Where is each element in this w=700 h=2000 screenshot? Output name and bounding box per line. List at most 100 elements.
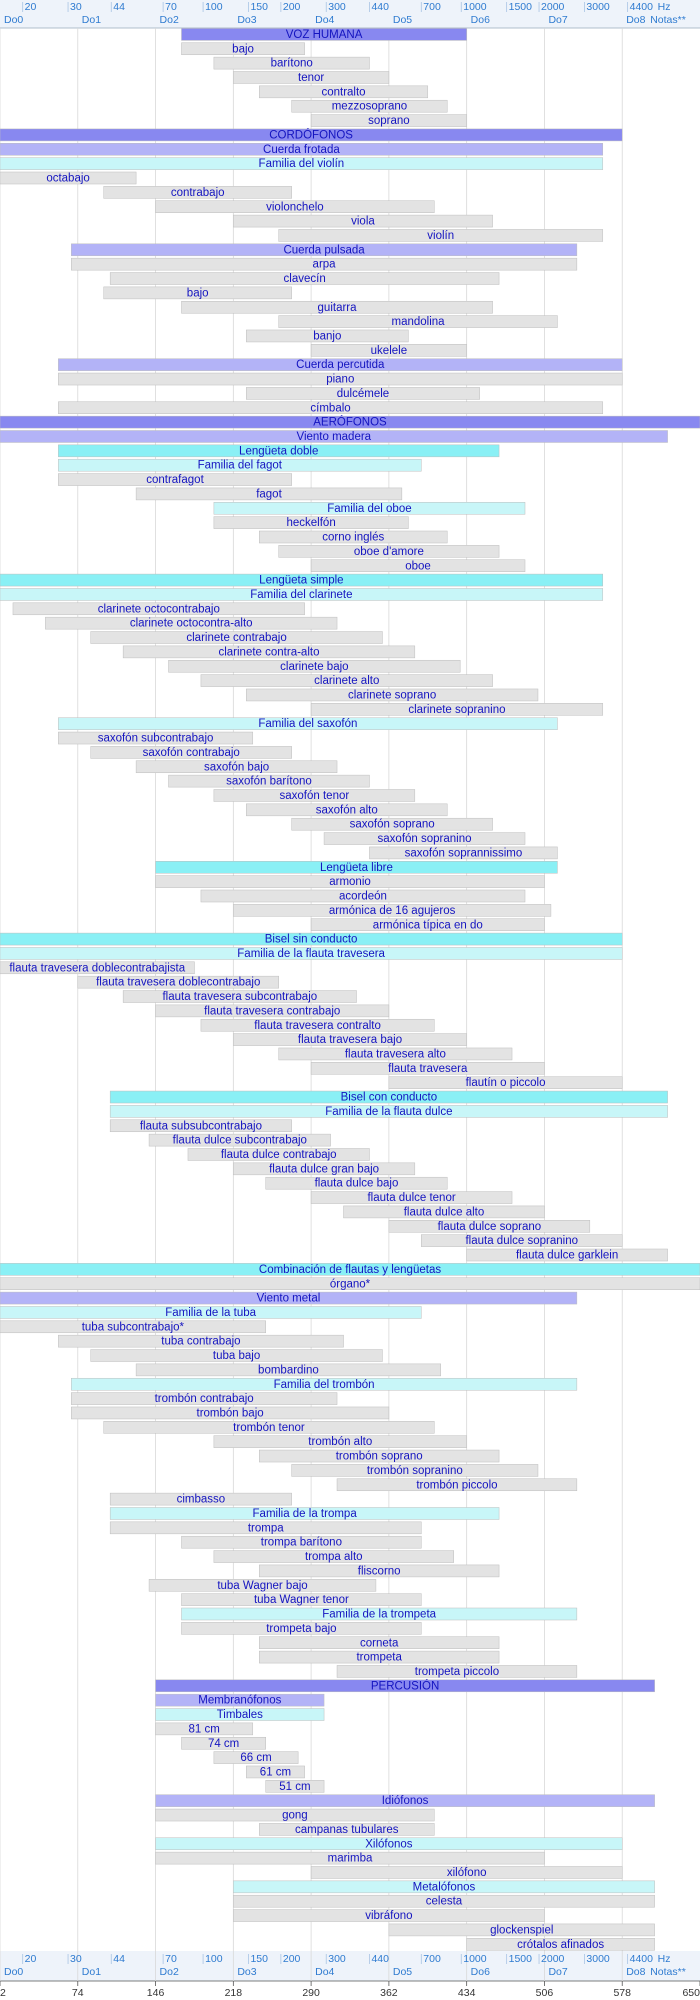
note-tick-label: Do1 — [82, 14, 101, 26]
range-label: Cuerda frotada — [263, 144, 340, 156]
range-label: contrabajo — [171, 187, 225, 199]
hz-tick-label: 700 — [423, 1953, 441, 1965]
range-bar — [0, 1291, 578, 1305]
range-label: Lengüeta libre — [320, 862, 393, 874]
range-bar — [168, 659, 461, 673]
range-bar — [58, 372, 623, 386]
range-bar — [155, 1851, 545, 1865]
hz-tick-label: 150 — [250, 1953, 268, 1965]
range-label: clarinete sopranino — [408, 704, 505, 716]
range-label: armónica típica en do — [373, 919, 483, 931]
range-label: dulcémele — [337, 388, 389, 400]
range-label: bombardino — [258, 1364, 319, 1376]
range-label: 61 cm — [260, 1766, 291, 1778]
range-label: saxofón subcontrabajo — [98, 733, 214, 745]
range-bar — [12, 602, 305, 616]
x-tick-label: 290 — [302, 1987, 320, 1999]
note-tick-label: Do0 — [4, 14, 23, 26]
range-bar — [103, 186, 292, 199]
range-bar — [388, 1076, 623, 1089]
range-bar — [181, 1593, 422, 1606]
note-tick-label: Do0 — [4, 1966, 23, 1978]
range-label: clarinete contra-alto — [218, 646, 319, 658]
range-label: flauta dulce bajo — [315, 1178, 399, 1190]
range-bar — [466, 1248, 668, 1262]
range-bar — [265, 1176, 448, 1190]
range-label: Familia de la flauta dulce — [325, 1106, 452, 1118]
x-tick-label: 434 — [458, 1987, 476, 1999]
hz-tick-label: 4400 — [630, 1, 654, 13]
range-label: 51 cm — [279, 1781, 310, 1793]
range-label: flauta travesera contralto — [254, 1020, 381, 1032]
range-label: Metalófonos — [413, 1881, 476, 1893]
hz-tick-label: 3000 — [586, 1, 610, 13]
hz-axis-label: Hz — [658, 1, 671, 13]
note-axis-label: Notas** — [650, 1966, 686, 1978]
range-bar — [233, 1033, 467, 1046]
range-bar — [0, 947, 623, 960]
range-label: tuba subcontrabajo* — [82, 1321, 185, 1333]
range-label: flauta travesera subcontrabajo — [162, 991, 317, 1003]
range-bar — [0, 128, 623, 142]
range-bar — [213, 789, 416, 802]
range-bar — [291, 99, 448, 113]
range-label: clavecín — [284, 273, 326, 285]
range-label: cimbasso — [177, 1494, 226, 1506]
range-bar — [0, 1263, 700, 1276]
range-label: soprano — [368, 115, 410, 127]
range-label: contralto — [321, 86, 365, 98]
range-label: arpa — [313, 259, 337, 271]
range-bar — [181, 1622, 422, 1635]
range-bar — [278, 315, 558, 328]
range-bar — [213, 1435, 467, 1448]
range-bar — [213, 516, 409, 529]
range-bar — [90, 1349, 383, 1362]
range-label: flauta travesera — [388, 1063, 468, 1075]
range-label: gong — [282, 1810, 308, 1822]
note-tick-label: Do6 — [471, 1966, 490, 1978]
range-bar — [122, 990, 357, 1003]
range-bar — [310, 918, 545, 931]
note-tick-label: Do5 — [393, 14, 412, 26]
range-bar — [181, 42, 305, 56]
x-tick-label: 650 — [682, 1987, 700, 1999]
range-bar — [148, 1579, 377, 1592]
range-bar — [310, 114, 467, 127]
range-bar — [109, 1090, 668, 1104]
range-label: tuba bajo — [213, 1350, 260, 1362]
range-label: AERÓFONOS — [313, 416, 387, 429]
range-label: saxofón contrabajo — [143, 747, 240, 759]
range-bar — [135, 760, 338, 774]
range-bar — [181, 28, 467, 41]
range-bar — [0, 961, 195, 975]
range-bar — [58, 401, 604, 415]
range-bar — [233, 904, 552, 917]
range-label: Familia de la trompeta — [322, 1609, 436, 1621]
range-label: heckelfón — [286, 517, 335, 529]
hz-tick-label: 20 — [25, 1953, 37, 1965]
hz-tick-label: 44 — [113, 1953, 125, 1965]
range-bar — [0, 1306, 422, 1319]
range-bar — [213, 1550, 454, 1563]
range-bar — [58, 717, 558, 730]
range-label: 74 cm — [208, 1738, 239, 1750]
range-label: flautín o piccolo — [466, 1077, 546, 1089]
range-bar — [58, 444, 500, 458]
range-bar — [246, 387, 480, 400]
range-label: flauta travesera doblecontrabajista — [9, 962, 185, 974]
range-label: acordeón — [339, 891, 387, 903]
hz-tick-label: 2000 — [541, 1, 565, 13]
range-label: tuba Wagner tenor — [254, 1594, 349, 1606]
range-bar — [343, 1205, 545, 1219]
range-bar — [58, 458, 422, 472]
note-tick-label: Do5 — [393, 1966, 412, 1978]
range-label: Familia del saxofón — [258, 718, 357, 730]
range-label: campanas tubulares — [295, 1824, 399, 1836]
range-label: xilófono — [447, 1867, 487, 1879]
range-bar — [58, 1334, 344, 1348]
range-bar — [336, 1478, 578, 1492]
range-bar — [233, 1894, 655, 1908]
range-bar — [200, 889, 526, 903]
range-label: clarinete bajo — [280, 661, 348, 673]
range-label: ukelele — [371, 345, 407, 357]
